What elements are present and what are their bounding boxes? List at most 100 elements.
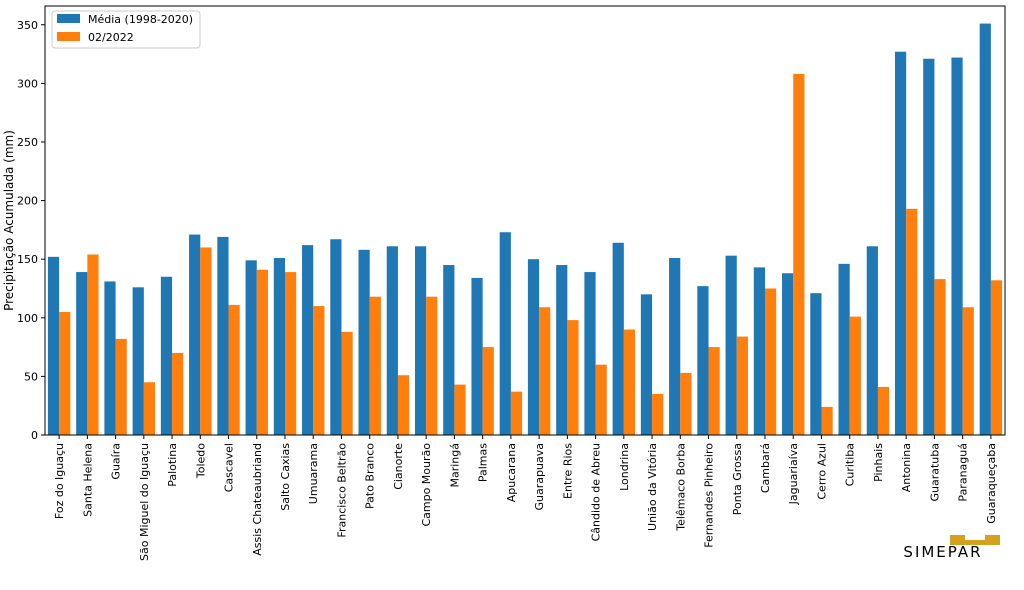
bar-series-1-30 bbox=[906, 208, 918, 435]
bar-series-1-18 bbox=[567, 320, 579, 435]
bar-series-0-14 bbox=[443, 265, 455, 435]
x-tick-label: Curitiba bbox=[844, 443, 857, 486]
x-tick-label: Guaíra bbox=[110, 443, 123, 480]
bar-series-1-14 bbox=[454, 384, 466, 435]
x-tick-label: Palmas bbox=[477, 443, 490, 482]
x-tick-label: Antonina bbox=[900, 443, 913, 492]
bar-series-1-11 bbox=[369, 296, 381, 435]
legend-label-1: 02/2022 bbox=[88, 31, 134, 44]
bar-series-0-22 bbox=[669, 258, 681, 435]
bar-series-0-30 bbox=[894, 51, 907, 436]
bar-series-1-10 bbox=[341, 331, 353, 435]
bar-series-1-31 bbox=[934, 279, 946, 435]
bar-series-0-8 bbox=[273, 258, 285, 435]
x-tick-label: Umuarama bbox=[307, 443, 320, 504]
logo-text: SIMEPAR bbox=[903, 543, 982, 561]
bar-series-0-10 bbox=[330, 239, 342, 435]
x-tick-label: Maringá bbox=[448, 443, 461, 488]
bar-series-0-3 bbox=[132, 287, 144, 435]
x-tick-label: Campo Mourão bbox=[420, 443, 433, 527]
bar-series-1-4 bbox=[172, 352, 184, 435]
bar-series-1-1 bbox=[87, 254, 99, 435]
x-tick-label: Francisco Beltrão bbox=[335, 443, 348, 538]
x-tick-label: Jaguariaíva bbox=[787, 443, 800, 505]
bar-series-1-19 bbox=[595, 364, 607, 435]
x-axis-ticks: Foz do Iguaçu Santa Helena Guaíra São Migue… bbox=[53, 435, 998, 561]
bar-series-0-20 bbox=[612, 242, 624, 435]
bar-series-1-29 bbox=[877, 386, 890, 435]
bar-series-0-19 bbox=[584, 272, 596, 435]
legend-swatch-0 bbox=[57, 14, 80, 23]
bar-series-1-5 bbox=[200, 247, 212, 435]
y-axis-label: Precipitação Acumulada (mm) bbox=[2, 130, 16, 311]
bar-series-0-1 bbox=[76, 272, 88, 435]
bar-series-1-13 bbox=[426, 296, 438, 435]
bar-series-1-25 bbox=[765, 288, 777, 435]
x-tick-label: Palotina bbox=[166, 443, 179, 487]
x-tick-label: Guaraqueçaba bbox=[985, 443, 998, 524]
bar-series-0-17 bbox=[527, 259, 540, 435]
x-tick-label: Cambará bbox=[759, 443, 772, 493]
x-tick-label: Santa Helena bbox=[81, 443, 94, 517]
bar-series-1-24 bbox=[736, 336, 748, 435]
x-tick-label: Paranaguá bbox=[957, 443, 970, 502]
bar-series-1-17 bbox=[539, 307, 551, 435]
x-tick-label: Assis Chateaubriand bbox=[251, 443, 264, 556]
x-tick-label: São Miguel do Iguaçu bbox=[138, 443, 151, 561]
legend-label-0: Média (1998-2020) bbox=[88, 13, 193, 26]
x-tick-label: Cândido de Abreu bbox=[590, 443, 603, 541]
y-tick-label: 350 bbox=[17, 19, 38, 32]
bar-series-0-28 bbox=[838, 263, 850, 435]
x-tick-label: Salto Caxias bbox=[279, 443, 292, 511]
y-tick-label: 50 bbox=[24, 370, 38, 383]
x-tick-label: Pato Branco bbox=[364, 443, 377, 509]
x-tick-label: Toledo bbox=[194, 443, 207, 479]
bar-series-0-29 bbox=[866, 246, 878, 435]
x-tick-label: Guaratuba bbox=[928, 443, 941, 502]
bar-series-0-0 bbox=[47, 256, 60, 435]
bar-series-1-32 bbox=[962, 307, 974, 435]
bar-series-1-28 bbox=[849, 316, 861, 435]
bar-series-1-15 bbox=[482, 347, 494, 435]
x-tick-label: União da Vitória bbox=[646, 443, 659, 531]
bar-series-1-26 bbox=[793, 73, 805, 435]
x-tick-label: Pinhais bbox=[872, 443, 885, 482]
bar-series-0-5 bbox=[189, 234, 201, 435]
bar-series-0-12 bbox=[386, 246, 398, 435]
bar-series-1-2 bbox=[115, 338, 127, 435]
x-tick-label: Foz do Iguaçu bbox=[53, 443, 66, 519]
bar-series-0-15 bbox=[471, 277, 483, 435]
bar-series-1-12 bbox=[397, 375, 410, 435]
x-tick-label: Fernandes Pinheiro bbox=[703, 443, 716, 548]
y-axis-ticks: 0 50 100 150 200 250 300 350 bbox=[17, 19, 45, 442]
legend-swatch-1 bbox=[57, 32, 80, 41]
bar-series-1-6 bbox=[228, 304, 240, 435]
bar-series-1-33 bbox=[990, 280, 1003, 435]
bar-series-0-16 bbox=[499, 232, 511, 435]
y-tick-label: 200 bbox=[17, 195, 38, 208]
bar-series-1-0 bbox=[59, 311, 71, 435]
y-tick-label: 300 bbox=[17, 77, 38, 90]
bar-series-0-27 bbox=[810, 293, 822, 435]
x-tick-label: Entre Rios bbox=[561, 443, 574, 499]
bar-series-0-21 bbox=[640, 294, 653, 435]
bar-series-0-32 bbox=[951, 57, 963, 435]
legend: Média (1998-2020) 02/2022 bbox=[51, 10, 201, 49]
bar-series-1-21 bbox=[652, 393, 664, 435]
x-tick-label: Apucarana bbox=[505, 443, 518, 502]
simepar-logo: SIMEPAR bbox=[903, 535, 1000, 561]
bar-series-0-31 bbox=[923, 58, 935, 435]
bar-series-0-13 bbox=[414, 246, 427, 435]
bar-series-0-6 bbox=[217, 236, 229, 435]
bar-series-0-25 bbox=[753, 267, 765, 435]
bar-series-1-16 bbox=[510, 391, 523, 435]
bar-series-1-27 bbox=[821, 406, 833, 435]
x-tick-label: Ponta Grossa bbox=[731, 443, 744, 515]
bars-layer bbox=[47, 23, 1003, 436]
x-tick-label: Cianorte bbox=[392, 443, 405, 490]
bar-series-0-24 bbox=[725, 255, 737, 435]
bar-series-0-23 bbox=[697, 286, 709, 435]
bar-series-1-8 bbox=[285, 272, 297, 435]
bar-series-0-4 bbox=[160, 276, 173, 435]
bar-series-0-11 bbox=[358, 249, 370, 435]
